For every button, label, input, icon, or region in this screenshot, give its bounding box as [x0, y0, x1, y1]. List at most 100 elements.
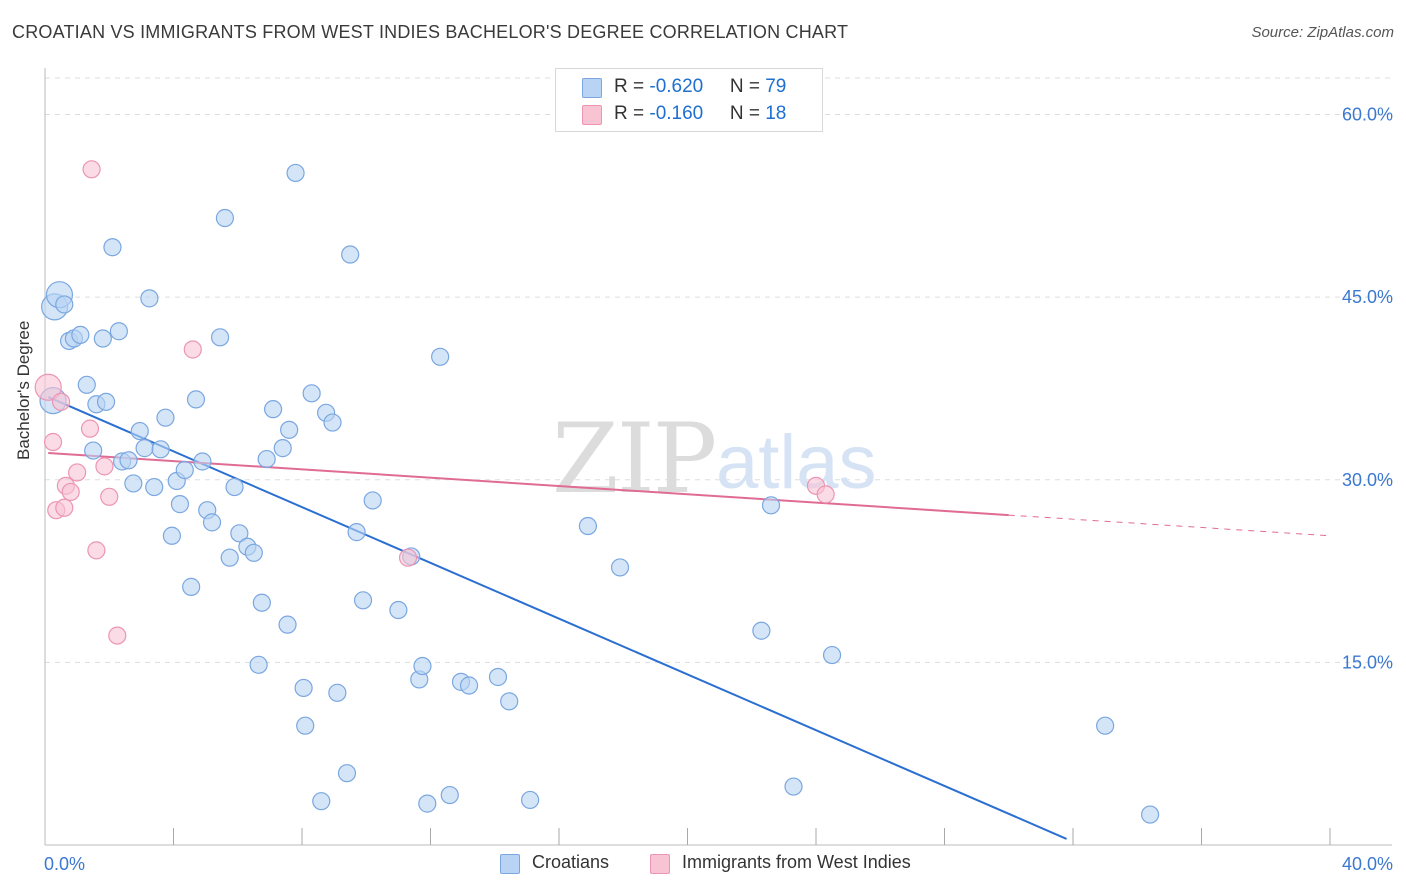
- west-indies-point: [80, 419, 100, 438]
- west-indies-point: [61, 482, 80, 502]
- watermark: ZIP atlas: [552, 403, 877, 515]
- croatian-point: [210, 328, 230, 347]
- croatian-point: [130, 421, 149, 441]
- croatian-point: [500, 692, 519, 711]
- croatian-point: [220, 548, 239, 567]
- legend-n-value: 79: [765, 76, 787, 97]
- west-indies-point: [87, 541, 106, 560]
- croatian-point: [337, 764, 357, 783]
- croatian-point: [440, 785, 459, 805]
- legend-r-value: -0.160: [649, 103, 704, 124]
- croatian-point: [353, 591, 373, 610]
- x-tick-label: 0.0%: [44, 854, 85, 874]
- croatian-point: [103, 238, 122, 257]
- croatian-point: [302, 384, 321, 403]
- croatian-point: [1140, 805, 1160, 824]
- croatian-point: [294, 678, 313, 698]
- croatian-point: [151, 440, 170, 459]
- west-indies-point: [183, 340, 202, 359]
- bottom-legend-label: Immigrants from West Indies: [682, 852, 911, 872]
- croatian-point: [175, 460, 194, 480]
- watermark-atlas: atlas: [716, 420, 877, 505]
- west-indies-point: [100, 487, 119, 506]
- watermark-zip: ZIP: [552, 403, 715, 515]
- y-tick-label: 60.0%: [1342, 105, 1393, 125]
- croatian-point: [249, 655, 268, 674]
- croatian-trend-line: [47, 396, 1067, 840]
- croatian-point: [610, 558, 630, 577]
- west-indies-point: [816, 485, 835, 504]
- bottom-legend-swatch-blue: [500, 854, 520, 874]
- croatian-point: [578, 516, 598, 536]
- legend-swatch-pink: [582, 105, 602, 125]
- grid-lines: [45, 77, 1392, 663]
- croatian-point: [263, 400, 283, 419]
- croatian-point: [252, 593, 271, 612]
- chart-title: CROATIAN VS IMMIGRANTS FROM WEST INDIES …: [12, 22, 849, 42]
- croatian-point: [328, 683, 347, 702]
- croatian-point: [156, 408, 175, 427]
- croatian-point: [459, 676, 479, 695]
- west-indies-point: [398, 548, 418, 567]
- croatian-point: [312, 792, 331, 811]
- croatian-point: [761, 496, 781, 515]
- west-indies-point: [82, 160, 101, 179]
- west-indies-point: [34, 373, 62, 401]
- bottom-legend-swatch-pink: [650, 854, 670, 874]
- croatian-point: [280, 420, 299, 439]
- croatian-point: [273, 439, 292, 458]
- croatian-point: [96, 392, 116, 411]
- croatian-point: [244, 543, 263, 562]
- west-indies-point: [51, 392, 71, 411]
- croatian-point: [162, 526, 181, 545]
- west-indies-point: [108, 626, 127, 645]
- croatian-point: [71, 325, 90, 344]
- croatian-point: [752, 621, 771, 640]
- croatian-point: [488, 667, 508, 687]
- legend-n-value: 18: [765, 103, 787, 124]
- tick-labels: 15.0% 30.0% 45.0% 60.0% 0.0% 40.0%: [44, 105, 1393, 874]
- croatian-point: [225, 477, 244, 497]
- croatian-point: [135, 439, 154, 458]
- legend-swatch-blue: [582, 78, 602, 98]
- croatian-point: [278, 615, 297, 634]
- data-points: [34, 160, 1160, 824]
- correlation-legend: R = -0.620 N = 79 R = -0.160 N = 18: [555, 68, 823, 132]
- west-indies-trend-extension: [1008, 514, 1331, 537]
- croatian-point: [323, 413, 342, 432]
- y-tick-label: 30.0%: [1342, 470, 1393, 490]
- croatian-point: [145, 477, 164, 497]
- croatian-point: [77, 375, 96, 394]
- croatian-point: [193, 452, 212, 471]
- croatian-point: [202, 513, 222, 532]
- croatian-point: [341, 245, 360, 264]
- croatian-point: [520, 790, 540, 810]
- croatian-point: [119, 451, 138, 470]
- west-indies-point: [95, 457, 114, 476]
- legend-r-value: -0.620: [649, 76, 704, 97]
- legend-n-label: N =: [729, 103, 766, 124]
- west-indies-point: [68, 463, 87, 482]
- croatian-point: [431, 347, 450, 366]
- axes: [44, 68, 1392, 846]
- croatian-point: [286, 163, 305, 183]
- croatian-point: [186, 390, 206, 409]
- legend-r-label: R =: [614, 76, 650, 97]
- y-tick-label: 15.0%: [1342, 652, 1393, 672]
- croatian-point: [170, 495, 190, 514]
- croatian-point: [413, 656, 432, 676]
- west-indies-point: [55, 498, 74, 517]
- y-tick-label: 45.0%: [1342, 287, 1393, 307]
- source-label: Source: ZipAtlas.com: [1251, 24, 1394, 41]
- croatian-point: [124, 474, 143, 493]
- west-indies-point: [43, 432, 63, 452]
- croatian-point: [109, 322, 128, 341]
- croatian-point: [363, 491, 382, 510]
- croatian-point: [784, 777, 803, 796]
- croatian-point: [1096, 716, 1115, 735]
- bottom-legend-label: Croatians: [532, 852, 610, 872]
- legend-r-label: R =: [614, 103, 650, 124]
- croatian-point: [93, 329, 112, 348]
- croatian-point: [55, 295, 74, 314]
